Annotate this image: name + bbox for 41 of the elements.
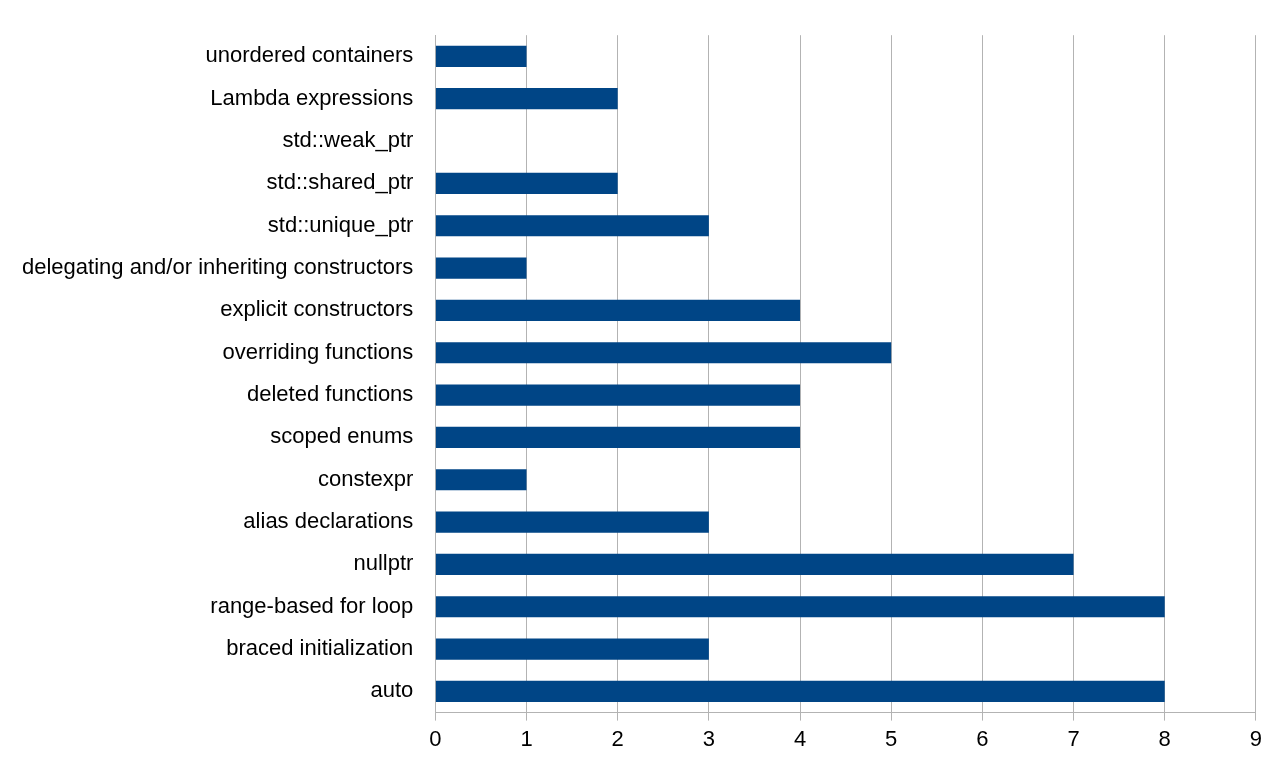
y-tick-label: scoped enums [270, 423, 414, 449]
y-tick-label: braced initialization [226, 635, 414, 661]
bar [435, 511, 709, 533]
bar [435, 299, 801, 321]
y-tick-label: std::weak_ptr [282, 127, 414, 153]
bar [435, 257, 527, 279]
y-tick-label: delegating and/or inheriting constructors [21, 254, 414, 280]
bar [435, 45, 527, 67]
y-tick-label: unordered containers [205, 42, 414, 68]
x-tick-label: 1 [520, 725, 533, 751]
x-tick-label: 9 [1249, 725, 1263, 751]
y-tick-label: range-based for loop [210, 592, 414, 618]
y-tick-label: overriding functions [222, 338, 414, 364]
x-tick-label: 4 [793, 725, 807, 751]
y-tick-label: constexpr [317, 465, 414, 491]
y-tick-label: nullptr [353, 550, 414, 576]
bar [435, 680, 1165, 703]
bar [435, 469, 527, 491]
bar [435, 172, 618, 194]
bar [435, 88, 618, 110]
x-tick-label: 3 [702, 725, 715, 751]
x-tick-label: 2 [611, 725, 624, 751]
y-tick-label: explicit constructors [220, 296, 414, 322]
bar [435, 596, 1165, 618]
y-tick-label: std::shared_ptr [266, 169, 414, 195]
y-tick-label: alias declarations [243, 508, 414, 534]
y-tick-label: auto [370, 677, 414, 703]
bar [435, 342, 892, 364]
bar [435, 384, 801, 406]
y-tick-label: std::unique_ptr [267, 211, 414, 237]
bar [435, 638, 709, 660]
x-tick-label: 6 [976, 725, 989, 751]
x-tick-label: 8 [1158, 725, 1171, 751]
y-tick-label: Lambda expressions [210, 84, 414, 110]
bar [435, 553, 1074, 575]
y-tick-label: deleted functions [247, 381, 414, 407]
x-tick-label: 0 [429, 725, 442, 751]
bar [435, 426, 801, 448]
x-tick-label: 5 [885, 725, 898, 751]
x-tick-label: 7 [1067, 725, 1080, 751]
bar [435, 215, 709, 237]
